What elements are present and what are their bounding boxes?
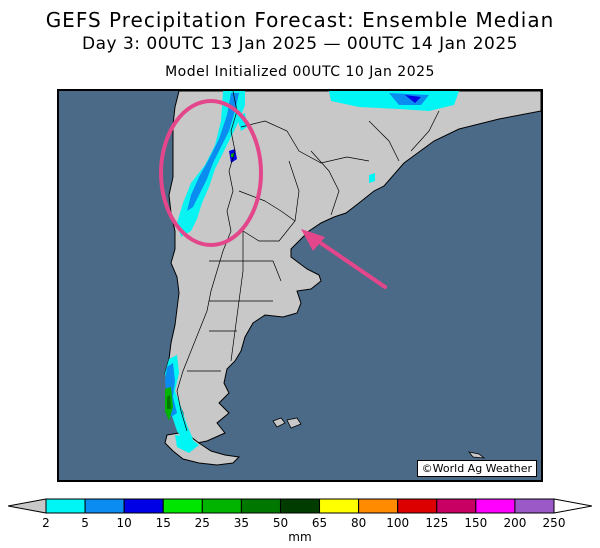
legend-tick-label: 65 [311, 516, 328, 530]
model-init-time: Model Initialized 00UTC 10 Jan 2025 [165, 64, 435, 80]
precipitation-shading [165, 91, 459, 453]
map-credit: ©World Ag Weather [416, 460, 537, 477]
precip-northeast-heavy [405, 95, 421, 103]
legend-tick-label: 200 [503, 516, 527, 530]
precip-northeast-medium [389, 93, 429, 105]
map-title: GEFS Precipitation Forecast: Ensemble Me… [45, 8, 555, 32]
precip-north-andes-medium [187, 93, 239, 211]
legend-color-box [436, 498, 477, 514]
map-canvas [59, 91, 541, 480]
highlight-circle [159, 99, 263, 247]
legend-color-box [201, 498, 242, 514]
legend-color-box [123, 498, 164, 514]
color-legend [8, 498, 592, 514]
legend-color-box [397, 498, 438, 514]
legend-color-box [514, 498, 555, 514]
legend-tick-label: 15 [155, 516, 171, 530]
legend-color-box [279, 498, 321, 514]
legend-tick-label: 5 [81, 516, 89, 530]
legend-tick-label: 50 [272, 516, 289, 530]
legend-tick-label: 2 [42, 516, 50, 530]
legend-tick-label: 100 [386, 516, 410, 530]
legend-tick-label: 150 [464, 516, 488, 530]
legend-unit: mm [288, 530, 312, 544]
legend-color-box [84, 498, 125, 514]
legend-color-box [240, 498, 281, 514]
land-falklands [272, 417, 286, 428]
land-south-georgia [468, 451, 486, 459]
legend-over-arrow [553, 498, 592, 514]
legend-tick-label: 250 [542, 516, 566, 530]
legend-tick-label: 125 [425, 516, 449, 530]
forecast-period: Day 3: 00UTC 13 Jan 2025 — 00UTC 14 Jan … [81, 34, 519, 54]
legend-tick-label: 80 [350, 516, 367, 530]
legend-under-arrow [8, 498, 47, 514]
legend-color-box [162, 498, 203, 514]
precip-tierra-del-fuego [175, 435, 199, 453]
legend-color-box [475, 498, 516, 514]
legend-tick-label: 10 [116, 516, 132, 530]
precip-coast-south-brazil [369, 173, 375, 183]
precipitation-map: ©World Ag Weather [57, 89, 543, 482]
legend-tick-label: 25 [194, 516, 210, 530]
legend-color-box [319, 498, 360, 514]
legend-tick-label: 35 [233, 516, 250, 530]
legend-color-box [358, 498, 399, 514]
political-borders [176, 91, 440, 432]
precip-patagonia-peak [167, 395, 171, 409]
pointer-arrow [301, 229, 387, 289]
land-falklands-east [286, 417, 302, 429]
legend-color-box [45, 498, 86, 514]
